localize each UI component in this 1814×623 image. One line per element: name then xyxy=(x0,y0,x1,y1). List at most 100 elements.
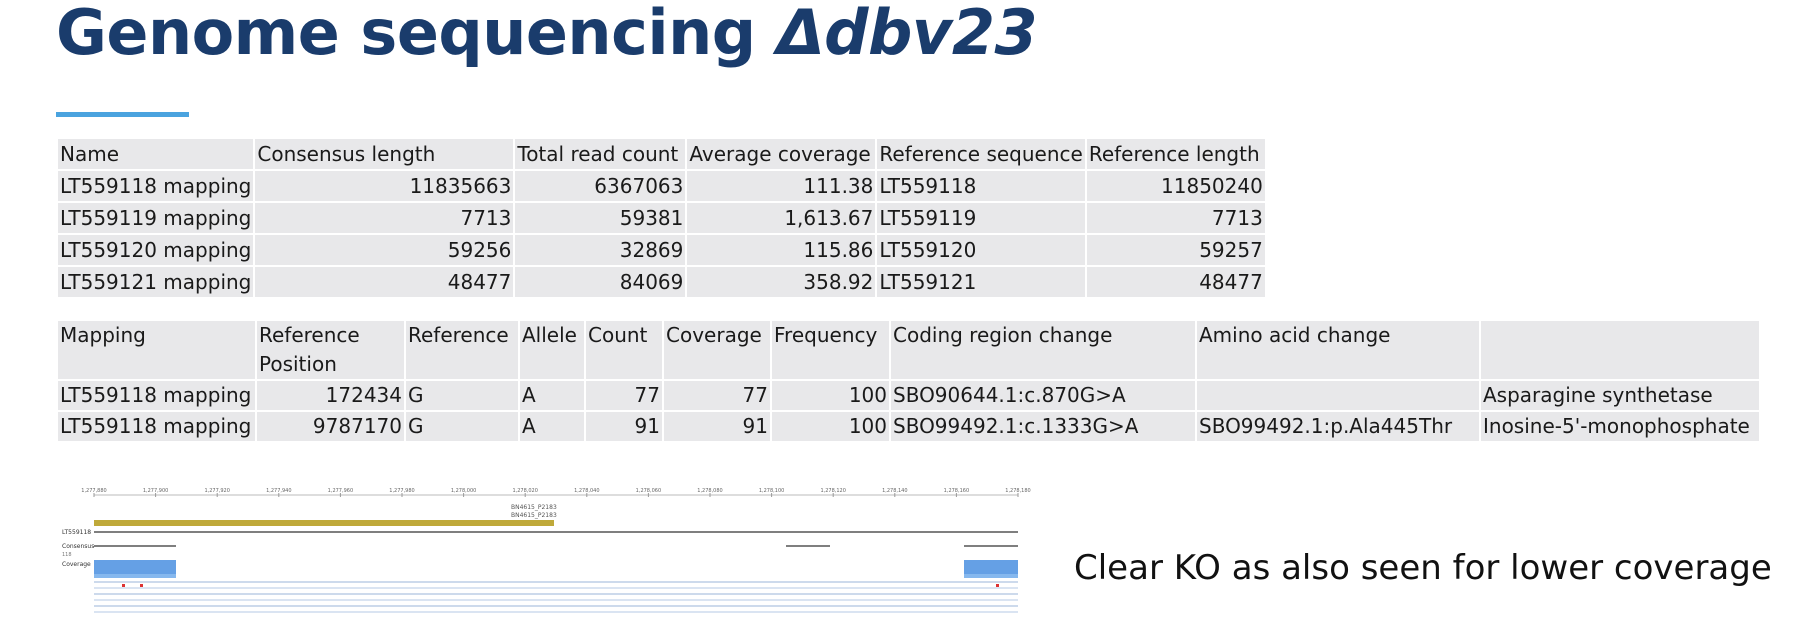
header-cell: Reference xyxy=(406,321,518,379)
ruler-tick-label: 1,278,000 xyxy=(451,488,476,494)
table-cell: 6367063 xyxy=(515,171,686,201)
table-cell: LT559119 mapping xyxy=(58,203,254,233)
table-cell: A xyxy=(520,412,584,441)
table-cell: 91 xyxy=(664,412,770,441)
table-cell: 32869 xyxy=(515,235,686,265)
coverage-block xyxy=(94,560,176,574)
table-cell: 100 xyxy=(772,412,889,441)
table-cell: 7713 xyxy=(1086,203,1265,233)
ruler-tick-label: 1,277,880 xyxy=(81,488,106,494)
table-cell: 48477 xyxy=(255,267,514,297)
header-cell: Count xyxy=(586,321,662,379)
table-cell: LT559121 mapping xyxy=(58,267,254,297)
variant-mark xyxy=(996,584,999,587)
title-gene: Δdbv23 xyxy=(776,0,1038,69)
page-title: Genome sequencing Δdbv23 xyxy=(56,0,1038,69)
header-cell: Total read count xyxy=(515,139,686,169)
header-cell: Reference sequence xyxy=(877,139,1085,169)
caption-text: Clear KO as also seen for lower coverage xyxy=(1074,548,1772,588)
table-cell: G xyxy=(406,381,518,410)
ruler-tick-label: 1,277,920 xyxy=(204,488,229,494)
header-cell: Coding region change xyxy=(891,321,1195,379)
ruler-tick-label: 1,278,180 xyxy=(1005,488,1030,494)
table-cell: 48477 xyxy=(1086,267,1265,297)
ruler-tick-label: 1,278,120 xyxy=(820,488,845,494)
table-cell: LT559118 mapping xyxy=(58,381,255,410)
table-row: LT559119 mapping 7713 59381 1,613.67 LT5… xyxy=(58,203,1265,233)
table-cell: A xyxy=(520,381,584,410)
consensus-track-label: Consensus xyxy=(62,543,94,550)
table-cell: SBO99492.1:p.Ala445Thr xyxy=(1197,412,1479,441)
ruler-tick-label: 1,278,060 xyxy=(636,488,661,494)
table-cell: Inosine-5'-monophosphate xyxy=(1481,412,1759,441)
table-cell: 172434 xyxy=(257,381,404,410)
table-cell: LT559121 xyxy=(877,267,1085,297)
table-cell: LT559118 mapping xyxy=(58,412,255,441)
table-cell: 59256 xyxy=(255,235,514,265)
table-row: LT559121 mapping 48477 84069 358.92 LT55… xyxy=(58,267,1265,297)
ruler: 1,277,880 1,277,900 1,277,920 1,277,940 1,27… xyxy=(81,488,1031,497)
table-cell: 59381 xyxy=(515,203,686,233)
table-cell: 77 xyxy=(586,381,662,410)
header-cell: Name xyxy=(58,139,254,169)
gene-label: BN4615_P2183 xyxy=(511,504,557,511)
header-cell: Amino acid change xyxy=(1197,321,1479,379)
table-cell: LT559118 mapping xyxy=(58,171,254,201)
header-cell xyxy=(1481,321,1759,379)
table-cell: 84069 xyxy=(515,267,686,297)
table-cell: SBO90644.1:c.870G>A xyxy=(891,381,1195,410)
table-cell: Asparagine synthetase xyxy=(1481,381,1759,410)
consensus-track-sublabel: 118 xyxy=(62,552,72,558)
ruler-tick-label: 1,277,900 xyxy=(143,488,168,494)
ruler-tick-label: 1,278,040 xyxy=(574,488,599,494)
header-cell: Reference length xyxy=(1086,139,1265,169)
coverage-track-label: Coverage xyxy=(62,561,91,568)
ruler-tick-label: 1,277,960 xyxy=(328,488,353,494)
table-header-row: Name Consensus length Total read count A… xyxy=(58,139,1265,169)
table-cell: LT559118 xyxy=(877,171,1085,201)
table-cell: 1,613.67 xyxy=(687,203,876,233)
genome-browser-view: 1,277,880 1,277,900 1,277,920 1,277,940 1,27… xyxy=(56,484,1036,618)
variant-mark xyxy=(140,584,143,587)
header-cell: Coverage xyxy=(664,321,770,379)
table-cell: G xyxy=(406,412,518,441)
variant-mark xyxy=(122,584,125,587)
table-cell: 100 xyxy=(772,381,889,410)
header-cell: Consensus length xyxy=(255,139,514,169)
ruler-tick-label: 1,278,160 xyxy=(944,488,969,494)
coverage-block xyxy=(964,560,1018,574)
gene-label: BN4615_P2183 xyxy=(511,512,557,519)
mapping-summary-table: Name Consensus length Total read count A… xyxy=(56,137,1267,299)
read-stack xyxy=(964,574,1018,578)
table-row: LT559118 mapping 9787170 G A 91 91 100 S… xyxy=(58,412,1759,441)
table-row: LT559118 mapping 172434 G A 77 77 100 SB… xyxy=(58,381,1759,410)
reference-track-label: LT559118 xyxy=(62,529,91,536)
title-text: Genome sequencing xyxy=(56,0,777,69)
title-underline xyxy=(56,112,189,117)
ruler-tick-label: 1,277,980 xyxy=(389,488,414,494)
table-cell: 91 xyxy=(586,412,662,441)
table-row: LT559120 mapping 59256 32869 115.86 LT55… xyxy=(58,235,1265,265)
table-cell: LT559119 xyxy=(877,203,1085,233)
ruler-tick-label: 1,278,080 xyxy=(697,488,722,494)
header-cell: Frequency xyxy=(772,321,889,379)
table-header-row: Mapping Reference Position Reference All… xyxy=(58,321,1759,379)
table-cell: 9787170 xyxy=(257,412,404,441)
ruler-tick-label: 1,278,020 xyxy=(512,488,537,494)
table-cell: 7713 xyxy=(255,203,514,233)
ruler-tick-label: 1,278,140 xyxy=(882,488,907,494)
header-cell: Average coverage xyxy=(687,139,876,169)
table-cell: 358.92 xyxy=(687,267,876,297)
header-cell: Reference Position xyxy=(257,321,404,379)
table-cell: 115.86 xyxy=(687,235,876,265)
table-cell: 11835663 xyxy=(255,171,514,201)
table-cell: 111.38 xyxy=(687,171,876,201)
gene-annotation-bar xyxy=(94,520,554,526)
header-cell: Mapping xyxy=(58,321,255,379)
table-cell: LT559120 mapping xyxy=(58,235,254,265)
table-cell: 11850240 xyxy=(1086,171,1265,201)
table-row: LT559118 mapping 11835663 6367063 111.38… xyxy=(58,171,1265,201)
table-cell xyxy=(1197,381,1479,410)
variant-table: Mapping Reference Position Reference All… xyxy=(56,319,1761,443)
table-cell: SBO99492.1:c.1333G>A xyxy=(891,412,1195,441)
